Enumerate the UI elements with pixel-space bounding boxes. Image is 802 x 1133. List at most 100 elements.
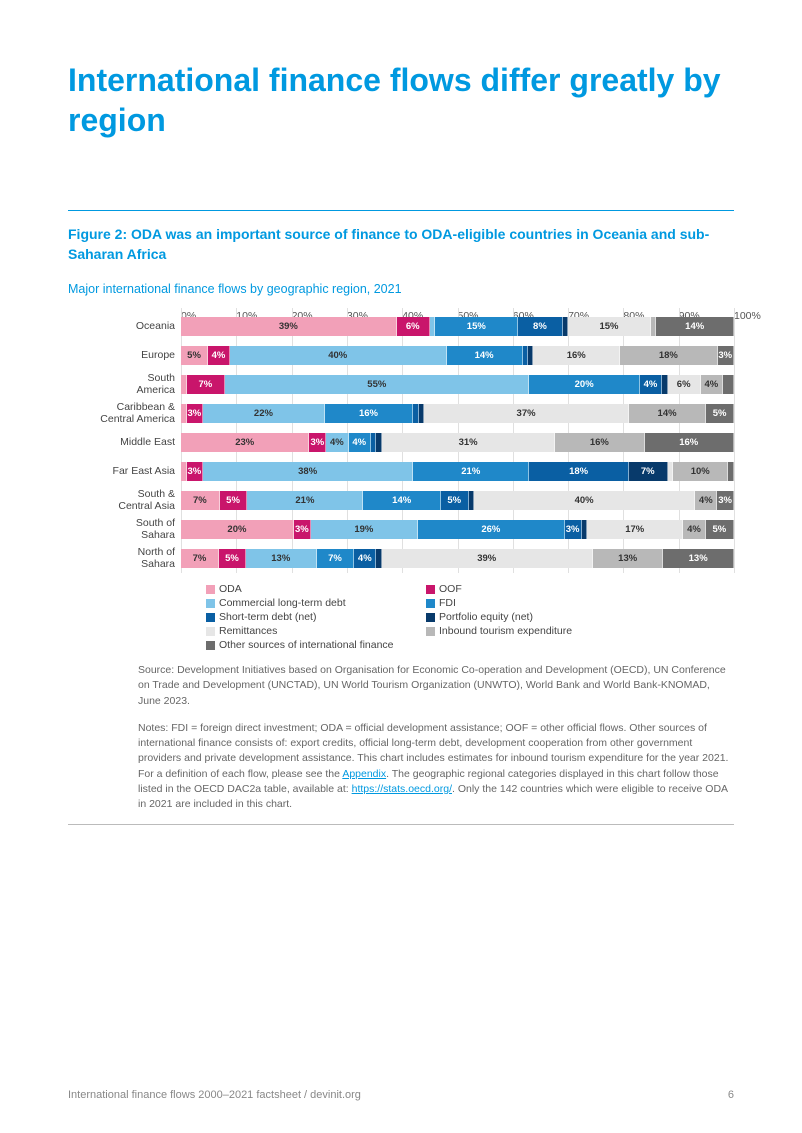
bar-row: South ofSahara20%3%19%26%3%17%4%5% bbox=[86, 515, 734, 544]
stacked-bar: 3%22%16%37%14%5% bbox=[181, 404, 734, 423]
bar-segment: 17% bbox=[587, 520, 683, 539]
legend-label: Portfolio equity (net) bbox=[439, 611, 533, 623]
bar-segment: 20% bbox=[181, 520, 294, 539]
category-label: South &Central Asia bbox=[86, 489, 181, 512]
bar-segment: 5% bbox=[441, 491, 469, 510]
bar-segment: 13% bbox=[246, 549, 316, 568]
legend-swatch bbox=[206, 599, 215, 608]
stacked-bar: 7%5%21%14%5%40%4%3% bbox=[181, 491, 734, 510]
bar-segment: 4% bbox=[683, 520, 706, 539]
bar-segment: 14% bbox=[656, 317, 733, 336]
bar-segment bbox=[728, 462, 734, 481]
legend-swatch bbox=[206, 627, 215, 636]
bar-segment: 22% bbox=[203, 404, 325, 423]
category-label: North ofSahara bbox=[86, 547, 181, 570]
bar-segment: 14% bbox=[447, 346, 523, 365]
bar-segment: 4% bbox=[326, 433, 348, 452]
legend-swatch bbox=[426, 585, 435, 594]
legend-item: Remittances bbox=[206, 625, 416, 637]
category-label: Oceania bbox=[86, 321, 181, 333]
bar-segment: 5% bbox=[181, 346, 208, 365]
bar-segment: 5% bbox=[706, 520, 734, 539]
bar-segment: 6% bbox=[397, 317, 430, 336]
bar-segment: 7% bbox=[181, 549, 219, 568]
legend-label: Short-term debt (net) bbox=[219, 611, 316, 623]
chart-subtitle: Major international finance flows by geo… bbox=[68, 282, 734, 296]
bar-segment: 5% bbox=[220, 491, 248, 510]
bar-segment: 3% bbox=[717, 491, 734, 510]
bar-row: Caribbean &Central America 3%22%16% 37%14%… bbox=[86, 399, 734, 428]
bar-row: SouthAmerica7%55%20%4%6%4% bbox=[86, 370, 734, 399]
bar-segment: 19% bbox=[311, 520, 418, 539]
legend-item: Portfolio equity (net) bbox=[426, 611, 636, 623]
bar-segment: 16% bbox=[645, 433, 734, 452]
bar-segment: 7% bbox=[187, 375, 226, 394]
bar-segment: 4% bbox=[640, 375, 662, 394]
stats-link[interactable]: https://stats.oecd.org/ bbox=[352, 783, 452, 795]
legend-swatch bbox=[426, 627, 435, 636]
legend-item: OOF bbox=[426, 583, 636, 595]
legend-item: Short-term debt (net) bbox=[206, 611, 416, 623]
legend-label: Commercial long-term debt bbox=[219, 597, 346, 609]
bar-segment: 23% bbox=[181, 433, 309, 452]
bar-segment: 3% bbox=[187, 404, 204, 423]
bar-segment: 4% bbox=[354, 549, 376, 568]
stacked-bar: 5%4%40%14%16%18%3% bbox=[181, 346, 734, 365]
stacked-bar: 3%38%21%18%7%10% bbox=[181, 462, 734, 481]
bar-segment: 37% bbox=[424, 404, 629, 423]
category-label: SouthAmerica bbox=[86, 373, 181, 396]
legend: ODA OOF Commercial long-term debt FDI Short-… bbox=[206, 583, 734, 651]
bar-segment: 13% bbox=[663, 549, 733, 568]
bar-segment: 5% bbox=[219, 549, 246, 568]
page-number: 6 bbox=[728, 1089, 734, 1101]
bar-segment: 39% bbox=[181, 317, 397, 336]
bar-segment: 3% bbox=[309, 433, 326, 452]
legend-item: FDI bbox=[426, 597, 636, 609]
bar-row: Middle East23%3%4%4%31%16%16% bbox=[86, 428, 734, 457]
bar-segment: 31% bbox=[382, 433, 555, 452]
legend-item: Inbound tourism expenditure bbox=[426, 625, 636, 637]
notes-text: Notes: FDI = foreign direct investment; … bbox=[138, 721, 734, 812]
footer-left: International finance flows 2000–2021 fa… bbox=[68, 1089, 361, 1101]
category-label: Caribbean &Central America bbox=[86, 402, 181, 425]
legend-item: ODA bbox=[206, 583, 416, 595]
legend-label: Other sources of international finance bbox=[219, 639, 394, 651]
bar-segment: 21% bbox=[413, 462, 529, 481]
legend-swatch bbox=[206, 613, 215, 622]
bar-segment: 15% bbox=[568, 317, 651, 336]
category-label: South ofSahara bbox=[86, 518, 181, 541]
bar-segment: 8% bbox=[518, 317, 562, 336]
bar-segment: 10% bbox=[673, 462, 728, 481]
appendix-link[interactable]: Appendix bbox=[342, 768, 386, 780]
category-label: Middle East bbox=[86, 437, 181, 449]
bar-row: Far East Asia3%38%21%18%7%10% bbox=[86, 457, 734, 486]
category-label: Europe bbox=[86, 350, 181, 362]
bar-row: Europe5%4%40%14%16%18%3% bbox=[86, 341, 734, 370]
legend-label: OOF bbox=[439, 583, 462, 595]
source-text: Source: Development Initiatives based on… bbox=[138, 663, 734, 709]
legend-swatch bbox=[206, 585, 215, 594]
bar-segment: 15% bbox=[435, 317, 518, 336]
bar-segment: 16% bbox=[555, 433, 644, 452]
rule-bottom bbox=[68, 824, 734, 825]
legend-label: FDI bbox=[439, 597, 456, 609]
bar-segment: 18% bbox=[620, 346, 718, 365]
bar-segment: 7% bbox=[629, 462, 668, 481]
bar-segment: 18% bbox=[529, 462, 629, 481]
footer: International finance flows 2000–2021 fa… bbox=[68, 1089, 734, 1101]
bar-row: South &Central Asia7%5%21%14%5%40%4%3% bbox=[86, 486, 734, 515]
bar-segment: 14% bbox=[629, 404, 706, 423]
bar-segment: 6% bbox=[668, 375, 701, 394]
stacked-bar: 20%3%19%26%3%17%4%5% bbox=[181, 520, 734, 539]
bar-segment: 7% bbox=[181, 491, 220, 510]
bar-segment: 16% bbox=[325, 404, 413, 423]
bar-segment: 16% bbox=[533, 346, 620, 365]
bar-segment: 3% bbox=[565, 520, 582, 539]
bar-segment: 3% bbox=[294, 520, 311, 539]
bar-segment: 13% bbox=[593, 549, 663, 568]
bar-segment: 55% bbox=[225, 375, 529, 394]
bar-segment: 26% bbox=[418, 520, 565, 539]
bar-segment: 21% bbox=[247, 491, 363, 510]
bar-segment: 4% bbox=[349, 433, 371, 452]
bar-segment: 38% bbox=[203, 462, 413, 481]
